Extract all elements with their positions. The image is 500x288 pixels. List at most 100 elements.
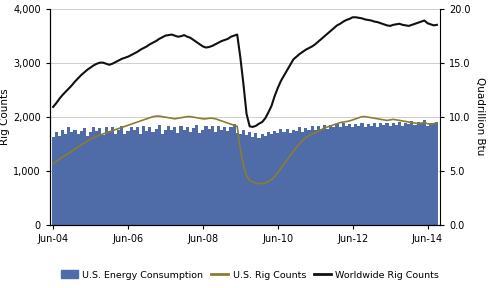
Bar: [423, 120, 426, 225]
Bar: [67, 127, 70, 225]
Bar: [192, 128, 195, 225]
Bar: [130, 127, 132, 225]
Y-axis label: Quadrillion Btu: Quadrillion Btu: [474, 77, 484, 156]
Bar: [76, 134, 80, 225]
Bar: [273, 131, 276, 225]
Bar: [270, 134, 273, 225]
Bar: [401, 126, 404, 225]
Bar: [145, 131, 148, 225]
Bar: [176, 133, 180, 225]
Bar: [98, 128, 102, 225]
Bar: [210, 126, 214, 225]
Bar: [407, 124, 410, 225]
Bar: [332, 127, 336, 225]
Bar: [298, 127, 301, 225]
Bar: [432, 124, 436, 225]
Bar: [398, 122, 401, 225]
Bar: [226, 131, 230, 225]
Bar: [260, 134, 264, 225]
Bar: [114, 134, 117, 225]
Bar: [245, 135, 248, 225]
Bar: [54, 132, 58, 225]
Bar: [120, 126, 124, 225]
Bar: [358, 126, 360, 225]
Bar: [373, 123, 376, 225]
Bar: [292, 130, 295, 225]
Bar: [282, 132, 286, 225]
Bar: [354, 124, 358, 225]
Bar: [280, 129, 282, 225]
Bar: [52, 137, 54, 225]
Bar: [139, 134, 142, 225]
Bar: [345, 126, 348, 225]
Bar: [108, 131, 111, 225]
Bar: [420, 123, 423, 225]
Bar: [204, 126, 208, 225]
Bar: [95, 131, 98, 225]
Bar: [288, 133, 292, 225]
Bar: [83, 128, 86, 225]
Bar: [152, 132, 154, 225]
Bar: [148, 127, 152, 225]
Bar: [132, 130, 136, 225]
Bar: [64, 134, 67, 225]
Bar: [189, 132, 192, 225]
Bar: [195, 125, 198, 225]
Bar: [264, 136, 267, 225]
Bar: [295, 131, 298, 225]
Bar: [126, 131, 130, 225]
Bar: [102, 135, 104, 225]
Y-axis label: Rig Counts: Rig Counts: [0, 88, 10, 145]
Bar: [329, 125, 332, 225]
Bar: [338, 127, 342, 225]
Bar: [167, 126, 170, 225]
Bar: [58, 136, 61, 225]
Bar: [320, 129, 323, 225]
Bar: [239, 134, 242, 225]
Bar: [248, 132, 251, 225]
Bar: [170, 130, 173, 225]
Bar: [366, 124, 370, 225]
Bar: [376, 127, 379, 225]
Bar: [117, 130, 120, 225]
Bar: [230, 127, 232, 225]
Bar: [232, 124, 235, 225]
Bar: [304, 128, 308, 225]
Bar: [251, 137, 254, 225]
Bar: [198, 133, 202, 225]
Bar: [220, 130, 223, 225]
Legend: U.S. Energy Consumption, U.S. Rig Counts, Worldwide Rig Counts: U.S. Energy Consumption, U.S. Rig Counts…: [57, 267, 443, 283]
Bar: [276, 133, 280, 225]
Bar: [86, 136, 89, 225]
Bar: [254, 133, 258, 225]
Bar: [158, 125, 161, 225]
Bar: [382, 125, 386, 225]
Bar: [173, 127, 176, 225]
Bar: [414, 125, 416, 225]
Bar: [80, 131, 83, 225]
Bar: [61, 130, 64, 225]
Bar: [186, 127, 189, 225]
Bar: [180, 126, 182, 225]
Bar: [404, 123, 407, 225]
Bar: [429, 123, 432, 225]
Bar: [208, 129, 210, 225]
Bar: [89, 132, 92, 225]
Bar: [364, 127, 366, 225]
Bar: [258, 138, 260, 225]
Bar: [395, 125, 398, 225]
Bar: [392, 123, 395, 225]
Bar: [161, 134, 164, 225]
Bar: [124, 134, 126, 225]
Bar: [111, 127, 114, 225]
Bar: [236, 133, 239, 225]
Bar: [410, 121, 414, 225]
Bar: [314, 130, 317, 225]
Bar: [326, 128, 329, 225]
Bar: [164, 130, 167, 225]
Bar: [104, 127, 108, 225]
Bar: [379, 123, 382, 225]
Bar: [426, 126, 429, 225]
Bar: [223, 127, 226, 225]
Bar: [92, 127, 95, 225]
